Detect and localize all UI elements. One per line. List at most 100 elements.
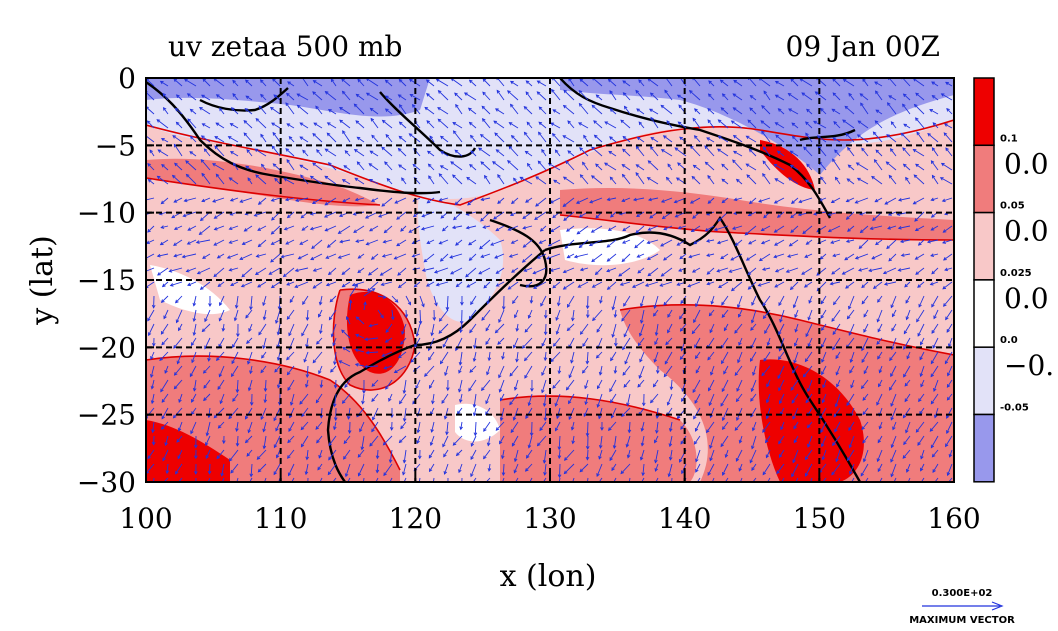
wind-vector-head [611, 333, 615, 338]
wind-vector [689, 90, 701, 101]
wind-vector-head [774, 268, 779, 273]
wind-vector [483, 281, 491, 289]
wind-vector-head [707, 174, 711, 179]
wind-vector [620, 463, 631, 474]
strong-positive-southwest [146, 420, 230, 482]
wind-vector-head [877, 468, 882, 473]
wind-vector-head [646, 256, 651, 260]
wind-vector-head [354, 348, 359, 353]
wind-vector-head [721, 426, 726, 430]
wind-vector [219, 365, 225, 377]
wind-vector-head [623, 384, 628, 388]
wind-vector-head [667, 329, 671, 334]
wind-vector [765, 435, 771, 443]
wind-vector-head [887, 226, 892, 230]
wind-vector [729, 267, 743, 273]
wind-vector [519, 176, 533, 185]
wind-vector-head [521, 345, 526, 349]
wind-vector [466, 281, 477, 288]
wind-vector-head [354, 283, 358, 288]
wind-vector [371, 253, 379, 260]
wind-vector [174, 379, 183, 389]
wind-vector [185, 160, 197, 171]
wind-vector-head [613, 370, 618, 374]
wind-vector-head [382, 295, 387, 299]
wind-vector [820, 253, 827, 260]
wind-vector [591, 225, 603, 233]
wind-vector-head [198, 107, 203, 111]
wind-vector-head [552, 214, 557, 219]
wind-vector [877, 463, 883, 472]
wind-vector-head [525, 199, 529, 203]
wind-vector [889, 379, 897, 391]
wind-vector-head [213, 273, 218, 278]
wind-vector [622, 164, 631, 171]
wind-vector-head [159, 357, 163, 362]
wind-vector-head [176, 438, 180, 443]
wind-vector [241, 267, 253, 278]
wind-vector [146, 197, 155, 201]
wind-vector-head [827, 228, 832, 233]
wind-vector [552, 133, 561, 143]
wind-vector-head [913, 174, 918, 179]
wind-vector [739, 477, 743, 482]
wind-vector [357, 449, 365, 458]
wind-vector [377, 309, 384, 319]
wind-vector [295, 267, 309, 272]
wind-vector [735, 449, 743, 462]
wind-vector [212, 197, 225, 203]
wind-vector-head [512, 486, 515, 489]
wind-vector [876, 393, 883, 406]
wind-vector-head [667, 313, 671, 318]
wind-vector [916, 131, 925, 143]
wind-vector-head [532, 270, 537, 275]
wind-vector [721, 295, 729, 306]
wind-vector-head [537, 131, 542, 136]
wind-vector-head [750, 397, 754, 402]
wind-vector [356, 316, 365, 325]
wind-vector-head [692, 164, 697, 169]
wind-vector-head [863, 370, 868, 375]
wind-vector-head [470, 456, 474, 461]
wind-vector-head [749, 95, 754, 99]
wind-vector-head [845, 132, 850, 137]
wind-vector [830, 239, 841, 244]
wind-vector-head [555, 331, 560, 335]
wind-vector [525, 281, 533, 288]
wind-vector [197, 267, 211, 275]
wind-vector-head [745, 257, 750, 261]
wind-vector-head [248, 328, 252, 333]
wind-vector-head [637, 269, 642, 274]
wind-vector-head [163, 315, 167, 320]
wind-vector [804, 281, 813, 288]
wind-vector-head [480, 254, 485, 259]
wind-vector [648, 197, 659, 201]
wind-vector-head [919, 356, 923, 361]
wind-vector [891, 323, 897, 332]
wind-vector [647, 253, 659, 260]
wind-vector [599, 435, 603, 448]
wind-vector-head [905, 176, 909, 181]
wind-vector [914, 104, 925, 115]
wind-vector-head [721, 93, 726, 97]
wind-vector-head [591, 146, 595, 151]
wind-vector [429, 463, 435, 472]
wind-vector [690, 145, 701, 157]
y-axis: 0−5−10−15−20−25−30 [77, 62, 154, 499]
wind-vector [945, 309, 953, 320]
wind-vector-head [847, 228, 851, 232]
wind-vector-head [918, 398, 922, 403]
wind-vector [160, 379, 169, 392]
wind-vector [720, 79, 729, 87]
wind-vector [678, 121, 687, 129]
wind-vector [256, 449, 267, 460]
wind-vector [762, 463, 771, 475]
wind-vector [497, 174, 505, 185]
wind-vector-head [423, 258, 428, 263]
wind-vector [607, 281, 617, 290]
wind-vector [440, 136, 449, 143]
wind-vector [338, 253, 351, 259]
wind-vector-head [654, 439, 658, 444]
wind-vector-head [372, 487, 375, 490]
wind-vector-head [371, 398, 375, 403]
